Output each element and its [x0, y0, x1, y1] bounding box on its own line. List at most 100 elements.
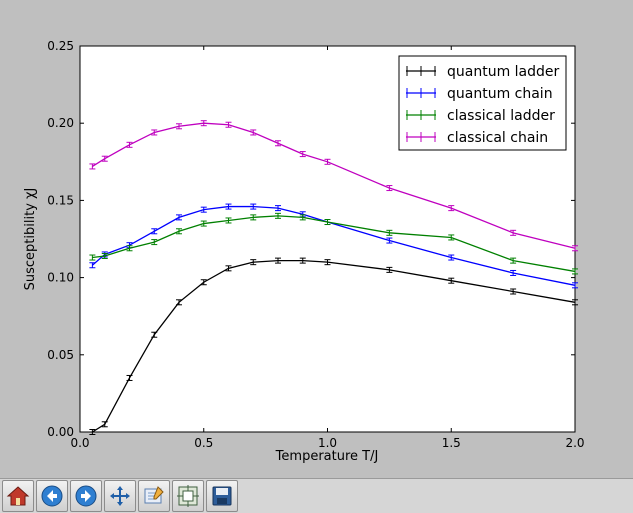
data-point	[250, 203, 257, 210]
arrow-right-icon	[75, 485, 97, 507]
pan-button[interactable]	[104, 480, 136, 512]
zoom-button[interactable]	[138, 480, 170, 512]
data-point	[101, 155, 108, 162]
data-point	[200, 206, 207, 213]
data-point	[386, 229, 393, 236]
data-point	[324, 259, 331, 266]
home-icon	[6, 486, 30, 506]
data-point	[510, 288, 517, 295]
x-axis-label: Temperature T/J	[275, 449, 379, 464]
home-button[interactable]	[2, 480, 34, 512]
move-icon	[110, 486, 130, 506]
back-button[interactable]	[36, 480, 68, 512]
y-tick-label: 0.15	[47, 193, 74, 207]
data-point	[299, 151, 306, 158]
data-point	[510, 269, 517, 276]
legend-entry: classical ladder	[406, 108, 555, 124]
data-point	[89, 429, 96, 435]
legend-frame	[398, 55, 567, 151]
data-point	[89, 254, 96, 261]
data-point	[510, 257, 517, 264]
data-point	[299, 214, 306, 221]
subplots-button[interactable]	[172, 480, 204, 512]
x-tick: 0.5	[194, 46, 213, 450]
x-tick-label: 1.0	[318, 436, 337, 450]
figure: 0.0 0.5 1.0 1.5 2.00.000.050.100.150.200.25 …	[23, 39, 585, 464]
data-point	[200, 279, 207, 286]
legend: quantum ladder quantum chain classical lad…	[398, 55, 567, 151]
data-point	[200, 220, 207, 227]
forward-button[interactable]	[70, 480, 102, 512]
data-point	[101, 421, 108, 428]
x-tick: 1.0	[318, 46, 337, 450]
y-tick-label: 0.05	[47, 348, 74, 362]
x-tick: 2.0	[565, 46, 585, 450]
data-point	[275, 140, 281, 147]
x-tick-label: 0.0	[70, 436, 89, 450]
data-point	[200, 120, 207, 127]
data-point	[275, 205, 281, 212]
navigation-toolbar	[0, 478, 633, 513]
series-classical-ladder	[89, 212, 578, 275]
y-tick-label: 0.25	[47, 39, 74, 53]
x-tick: 1.5	[442, 46, 461, 450]
data-point	[250, 129, 257, 136]
legend-entry: quantum chain	[406, 86, 553, 102]
data-point	[151, 228, 158, 235]
data-point	[151, 331, 158, 338]
data-point	[572, 299, 578, 306]
x-tick-label: 1.5	[442, 436, 461, 450]
data-point	[572, 268, 578, 275]
data-point	[448, 277, 455, 284]
data-point	[250, 214, 257, 221]
y-tick-label: 0.20	[47, 116, 74, 130]
data-point	[448, 234, 455, 241]
data-point	[448, 205, 455, 212]
data-point	[250, 259, 257, 266]
data-point	[176, 123, 182, 130]
y-tick: 0.25	[47, 39, 575, 53]
y-tick-label: 0.10	[47, 271, 74, 285]
y-tick: 0.15	[47, 193, 575, 207]
subplots-icon	[177, 485, 199, 507]
data-point	[324, 219, 331, 226]
floppy-icon	[212, 486, 232, 506]
data-point	[572, 245, 578, 252]
legend-entry: classical chain	[406, 130, 548, 146]
data-point	[324, 158, 331, 165]
data-point	[275, 257, 281, 264]
data-point	[225, 265, 232, 272]
data-point	[176, 228, 182, 235]
arrow-left-icon	[41, 485, 63, 507]
legend-label: quantum ladder	[447, 64, 560, 80]
legend-entry: quantum ladder	[406, 64, 560, 80]
data-point	[89, 163, 96, 170]
data-point	[448, 254, 455, 261]
data-point	[151, 239, 158, 246]
series-classical-chain	[89, 120, 578, 252]
y-tick-label: 0.00	[47, 425, 74, 439]
data-point	[225, 217, 232, 224]
legend-label: classical ladder	[447, 108, 555, 124]
y-tick: 0.10	[47, 271, 575, 285]
data-point	[176, 214, 182, 221]
data-point	[275, 212, 281, 219]
data-point	[101, 252, 108, 259]
series-quantum-ladder	[89, 257, 578, 435]
data-point	[225, 203, 232, 210]
data-point	[510, 229, 517, 236]
data-point	[126, 141, 133, 148]
save-button[interactable]	[206, 480, 238, 512]
data-point	[572, 282, 578, 289]
data-point	[126, 374, 133, 381]
axis-ticks: 0.0 0.5 1.0 1.5 2.0 0.00 0.05 0.10 0.15 0.20 0.25	[47, 39, 584, 450]
data-point	[225, 121, 232, 128]
legend-label: classical chain	[447, 130, 548, 146]
data-point	[386, 185, 393, 192]
y-axis-label: Susceptibility χJ	[23, 188, 38, 291]
data-point	[151, 129, 158, 136]
zoom-rect-icon	[144, 486, 164, 504]
y-tick: 0.05	[47, 348, 575, 362]
legend-label: quantum chain	[447, 86, 553, 102]
data-point	[176, 299, 182, 306]
